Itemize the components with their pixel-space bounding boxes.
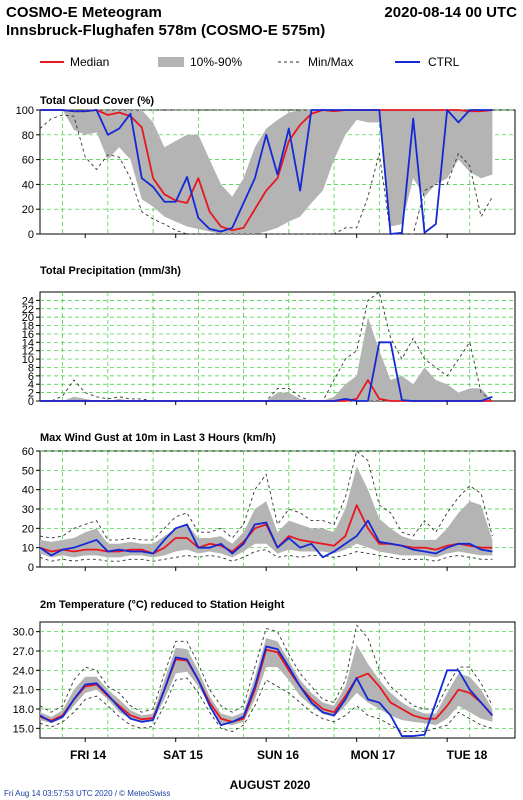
series-median (40, 109, 493, 232)
y-tick-label: 18 (22, 321, 34, 333)
legend: Median 10%-90% Min/Max CTRL (40, 55, 460, 69)
day-label: SUN 16 (257, 748, 299, 762)
y-tick-label: 100 (16, 105, 34, 117)
series-min (39, 549, 493, 562)
y-tick-label: 2 (28, 388, 34, 400)
run-time-label: 2020-08-14 00 UTC (384, 4, 517, 21)
panel-4: 2m Temperature (°C) reduced to Station H… (13, 599, 516, 742)
y-tick-label: 12 (22, 346, 34, 358)
y-tick-label: 50 (22, 465, 34, 477)
y-tick-label: 30.0 (13, 627, 34, 639)
y-tick-label: 0 (28, 396, 34, 408)
series-ctrl (40, 109, 493, 235)
day-label: FRI 14 (70, 748, 106, 762)
legend-ctrl-label: CTRL (428, 55, 460, 69)
series-ctrl (39, 519, 493, 559)
y-tick-label: 60 (22, 155, 34, 167)
y-tick-label: 10 (22, 543, 34, 555)
y-tick-label: 40 (22, 179, 34, 191)
y-tick-label: 16 (22, 329, 34, 341)
panel-2: Total Precipitation (mm/3h)0246810121416… (22, 265, 516, 408)
y-tick-label: 6 (28, 371, 34, 383)
y-tick-label: 24.0 (13, 665, 34, 677)
panel-title: Max Wind Gust at 10m in Last 3 Hours (km… (40, 432, 276, 444)
y-tick-label: 10 (22, 354, 34, 366)
y-tick-label: 60 (22, 446, 34, 458)
band-10-90 (40, 317, 493, 401)
footer-timestamp: Fri Aug 14 03:57:53 UTC 2020 / © MeteoSw… (4, 789, 170, 798)
y-tick-label: 18.0 (13, 704, 34, 716)
legend-band-swatch (158, 57, 184, 67)
y-tick-label: 14 (22, 337, 34, 349)
legend-band-label: 10%-90% (190, 55, 242, 69)
band-10-90 (40, 110, 493, 234)
y-tick-label: 20 (22, 523, 34, 535)
month-label: AUGUST 2020 (230, 778, 311, 792)
y-tick-label: 20 (22, 312, 34, 324)
x-axis-day-labels: FRI 14 SAT 15 SUN 16 MON 17 TUE 18 (70, 748, 488, 762)
y-tick-label: 4 (28, 379, 34, 391)
y-tick-label: 40 (22, 485, 34, 497)
series-min (39, 677, 493, 733)
panel-title: 2m Temperature (°C) reduced to Station H… (40, 599, 285, 611)
figure-title: COSMO-E Meteogram (6, 4, 162, 21)
panel-3: Max Wind Gust at 10m in Last 3 Hours (km… (22, 432, 516, 574)
y-tick-label: 30 (22, 504, 34, 516)
y-tick-label: 8 (28, 362, 34, 374)
series-max (39, 624, 493, 713)
series-max (39, 450, 493, 541)
legend-minmax-label: Min/Max (308, 55, 353, 69)
panel-frame (39, 109, 516, 235)
y-tick-label: 0 (28, 562, 34, 574)
panel-title: Total Precipitation (mm/3h) (40, 265, 181, 277)
y-tick-label: 24 (22, 295, 34, 307)
station-subtitle: Innsbruck-Flughafen 578m (COSMO-E 575m) (6, 22, 325, 39)
panel-frame (39, 621, 516, 739)
y-tick-label: 27.0 (13, 646, 34, 658)
y-tick-label: 22 (22, 304, 34, 316)
panel-title: Total Cloud Cover (%) (40, 95, 154, 107)
series-ctrl (39, 645, 494, 737)
day-label: SAT 15 (163, 748, 203, 762)
legend-median-label: Median (70, 55, 109, 69)
band-10-90 (40, 466, 493, 558)
y-tick-label: 80 (22, 130, 34, 142)
y-tick-label: 20 (22, 204, 34, 216)
day-label: MON 17 (351, 748, 396, 762)
y-tick-label: 15.0 (13, 723, 34, 735)
panel-1: Total Cloud Cover (%) 0 20 40 60 80 100 (16, 95, 516, 241)
day-label: TUE 18 (447, 748, 488, 762)
y-tick-label: 21.0 (13, 685, 34, 697)
y-tick-label: 0 (28, 229, 34, 241)
